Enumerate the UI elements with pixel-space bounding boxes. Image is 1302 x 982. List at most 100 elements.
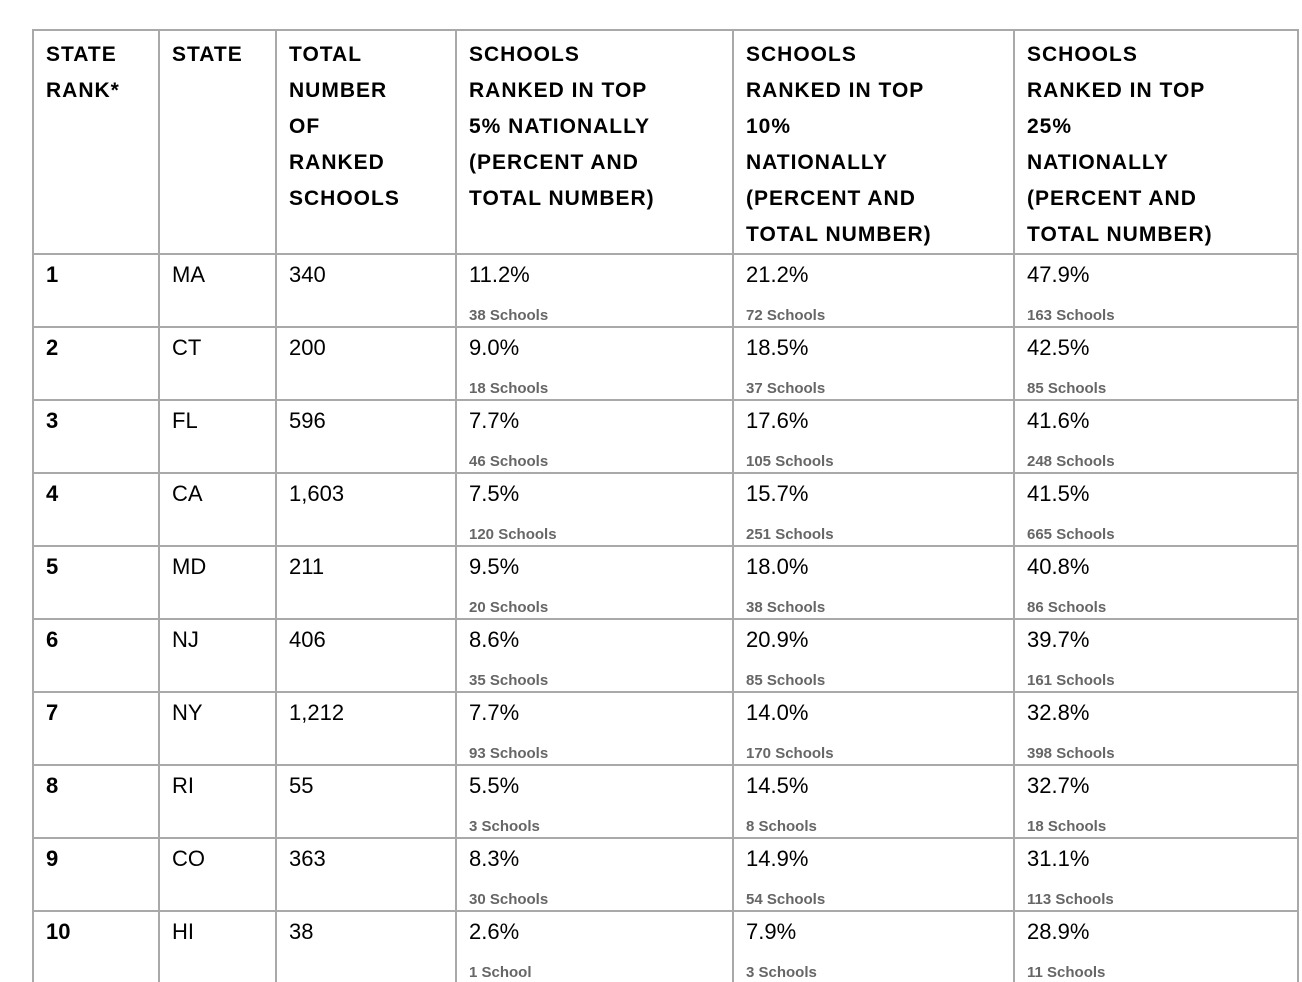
total-ranked-schools-value: 596 bbox=[289, 408, 326, 433]
state-rank-value: 1 bbox=[46, 262, 59, 287]
total-ranked-schools-value: 1,603 bbox=[289, 481, 345, 506]
column-header-top-10-percent: SCHOOLS RANKED IN TOP 10% NATIONALLY (PE… bbox=[732, 29, 1015, 255]
cell-total: 406 bbox=[275, 618, 457, 693]
top10-percent-value: 21.2% bbox=[746, 262, 809, 287]
top10-percent-value: 20.9% bbox=[746, 627, 809, 652]
cell-state: NJ bbox=[158, 618, 277, 693]
top10-percent-value: 17.6% bbox=[746, 408, 809, 433]
top5-percent-value: 5.5% bbox=[469, 773, 520, 798]
state-rank-value: 10 bbox=[46, 919, 71, 944]
cell-top25: 42.5% 85 Schools bbox=[1013, 326, 1299, 401]
top5-percent-value: 9.0% bbox=[469, 335, 520, 360]
cell-state-rank: 7 bbox=[32, 691, 160, 766]
top10-percent-value: 14.0% bbox=[746, 700, 809, 725]
total-ranked-schools-value: 406 bbox=[289, 627, 326, 652]
cell-state-rank: 2 bbox=[32, 326, 160, 401]
top10-school-count: 8 Schools bbox=[746, 818, 817, 835]
column-header-total-ranked-schools: TOTAL NUMBER OF RANKED SCHOOLS bbox=[275, 29, 457, 255]
cell-top10: 7.9% 3 Schools bbox=[732, 910, 1015, 982]
table-row: 2 CT 200 9.0% 18 Schools 18.5% 37 Schools 42.5%… bbox=[32, 326, 1299, 401]
state-abbreviation: MA bbox=[172, 262, 205, 287]
state-abbreviation: MD bbox=[172, 554, 207, 579]
top25-percent-value: 32.7% bbox=[1027, 773, 1090, 798]
total-ranked-schools-value: 340 bbox=[289, 262, 326, 287]
top25-school-count: 248 Schools bbox=[1027, 453, 1115, 470]
top25-school-count: 113 Schools bbox=[1027, 891, 1114, 908]
cell-top5: 8.6% 35 Schools bbox=[455, 618, 734, 693]
cell-top10: 14.0% 170 Schools bbox=[732, 691, 1015, 766]
cell-top10: 14.9% 54 Schools bbox=[732, 837, 1015, 912]
cell-top10: 21.2% 72 Schools bbox=[732, 253, 1015, 328]
top5-percent-value: 8.3% bbox=[469, 846, 520, 871]
cell-state-rank: 9 bbox=[32, 837, 160, 912]
cell-top5: 7.5% 120 Schools bbox=[455, 472, 734, 547]
cell-top10: 18.5% 37 Schools bbox=[732, 326, 1015, 401]
cell-top25: 47.9% 163 Schools bbox=[1013, 253, 1299, 328]
cell-state: RI bbox=[158, 764, 277, 839]
cell-state-rank: 3 bbox=[32, 399, 160, 474]
table-row: 6 NJ 406 8.6% 35 Schools 20.9% 85 Schools 39.7%… bbox=[32, 618, 1299, 693]
cell-top5: 5.5% 3 Schools bbox=[455, 764, 734, 839]
top25-percent-value: 41.6% bbox=[1027, 408, 1090, 433]
cell-state-rank: 5 bbox=[32, 545, 160, 620]
cell-total: 1,603 bbox=[275, 472, 457, 547]
top10-school-count: 85 Schools bbox=[746, 672, 826, 689]
top10-school-count: 54 Schools bbox=[746, 891, 826, 908]
state-rank-value: 4 bbox=[46, 481, 59, 506]
cell-total: 200 bbox=[275, 326, 457, 401]
top10-school-count: 251 Schools bbox=[746, 526, 834, 543]
state-rank-value: 5 bbox=[46, 554, 59, 579]
table-header: STATE RANK* STATE TOTAL NUMBER OF RANKED… bbox=[32, 29, 1299, 255]
cell-state-rank: 1 bbox=[32, 253, 160, 328]
cell-top10: 17.6% 105 Schools bbox=[732, 399, 1015, 474]
top25-percent-value: 32.8% bbox=[1027, 700, 1090, 725]
top10-school-count: 170 Schools bbox=[746, 745, 834, 762]
cell-state: FL bbox=[158, 399, 277, 474]
cell-state: NY bbox=[158, 691, 277, 766]
state-rank-value: 7 bbox=[46, 700, 59, 725]
top25-percent-value: 28.9% bbox=[1027, 919, 1090, 944]
table-row: 7 NY 1,212 7.7% 93 Schools 14.0% 170 Schools 32… bbox=[32, 691, 1299, 766]
total-ranked-schools-value: 38 bbox=[289, 919, 314, 944]
table-row: 4 CA 1,603 7.5% 120 Schools 15.7% 251 Schools 4… bbox=[32, 472, 1299, 547]
cell-top25: 39.7% 161 Schools bbox=[1013, 618, 1299, 693]
cell-state: MA bbox=[158, 253, 277, 328]
table-body: 1 MA 340 11.2% 38 Schools 21.2% 72 Schools 47.9… bbox=[32, 253, 1299, 982]
top5-school-count: 35 Schools bbox=[469, 672, 549, 689]
top10-school-count: 38 Schools bbox=[746, 599, 826, 616]
top10-school-count: 37 Schools bbox=[746, 380, 826, 397]
cell-top10: 18.0% 38 Schools bbox=[732, 545, 1015, 620]
state-abbreviation: CA bbox=[172, 481, 203, 506]
top25-percent-value: 39.7% bbox=[1027, 627, 1090, 652]
top25-percent-value: 41.5% bbox=[1027, 481, 1090, 506]
cell-top25: 41.5% 665 Schools bbox=[1013, 472, 1299, 547]
state-rank-value: 8 bbox=[46, 773, 59, 798]
top5-percent-value: 7.7% bbox=[469, 408, 520, 433]
top10-school-count: 3 Schools bbox=[746, 964, 817, 981]
state-abbreviation: CT bbox=[172, 335, 202, 360]
total-ranked-schools-value: 55 bbox=[289, 773, 314, 798]
cell-top10: 20.9% 85 Schools bbox=[732, 618, 1015, 693]
state-abbreviation: RI bbox=[172, 773, 194, 798]
cell-state-rank: 4 bbox=[32, 472, 160, 547]
top5-percent-value: 9.5% bbox=[469, 554, 520, 579]
top5-percent-value: 8.6% bbox=[469, 627, 520, 652]
top5-school-count: 1 School bbox=[469, 964, 532, 981]
top10-percent-value: 18.0% bbox=[746, 554, 809, 579]
cell-top5: 8.3% 30 Schools bbox=[455, 837, 734, 912]
cell-top25: 40.8% 86 Schools bbox=[1013, 545, 1299, 620]
column-header-top-25-percent: SCHOOLS RANKED IN TOP 25% NATIONALLY (PE… bbox=[1013, 29, 1299, 255]
state-rank-value: 2 bbox=[46, 335, 59, 360]
column-header-top-5-percent: SCHOOLS RANKED IN TOP 5% NATIONALLY (PER… bbox=[455, 29, 734, 255]
top5-percent-value: 11.2% bbox=[469, 262, 530, 287]
cell-top5: 7.7% 93 Schools bbox=[455, 691, 734, 766]
state-rank-value: 6 bbox=[46, 627, 59, 652]
top5-school-count: 93 Schools bbox=[469, 745, 549, 762]
top25-school-count: 86 Schools bbox=[1027, 599, 1107, 616]
cell-total: 596 bbox=[275, 399, 457, 474]
top10-percent-value: 15.7% bbox=[746, 481, 809, 506]
top5-school-count: 46 Schools bbox=[469, 453, 549, 470]
top5-school-count: 20 Schools bbox=[469, 599, 549, 616]
cell-state: MD bbox=[158, 545, 277, 620]
state-abbreviation: HI bbox=[172, 919, 194, 944]
